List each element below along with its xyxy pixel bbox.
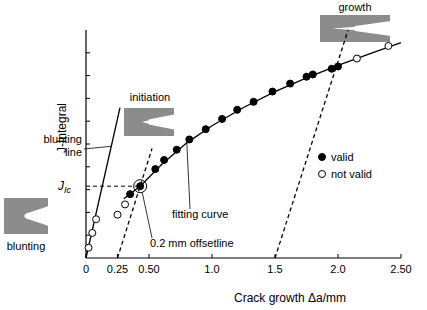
data-point — [287, 80, 294, 87]
x-tick — [401, 254, 402, 258]
data-point — [269, 88, 276, 95]
x-tick — [338, 254, 339, 258]
inset-label: initiation — [130, 91, 170, 103]
specimen-body — [320, 15, 390, 42]
plot-area — [85, 30, 401, 258]
series-line — [118, 149, 153, 258]
data-point — [219, 115, 226, 122]
jic-dashed-line — [86, 186, 140, 187]
blunting-inset — [4, 198, 49, 234]
data-point — [335, 63, 342, 70]
y-tick — [86, 52, 90, 53]
data-point — [114, 211, 121, 218]
specimen-crack — [142, 121, 148, 124]
callout-word: blunting — [43, 133, 82, 145]
series-line — [124, 43, 401, 199]
x-axis — [86, 257, 401, 258]
jic-sub: Ic — [64, 185, 72, 195]
data-point — [202, 126, 209, 133]
growth-inset — [320, 15, 391, 42]
specimen-crack — [332, 27, 354, 30]
x-tick — [149, 254, 150, 258]
data-point — [85, 244, 92, 251]
data-point — [122, 201, 129, 208]
data-point — [152, 166, 159, 173]
chart: 0 0.25 0.50 1.0 1.5 2.0 2.50 Crack growth Δa/mm… — [0, 0, 427, 310]
specimen-notch — [353, 21, 391, 36]
data-point — [234, 106, 241, 113]
legend-marker — [319, 171, 326, 178]
y-tick — [86, 121, 90, 122]
data-point — [309, 71, 316, 78]
inset-label: growth — [338, 1, 371, 13]
data-point — [93, 216, 100, 223]
callout-label: bluntingline — [43, 133, 82, 158]
data-point — [385, 42, 392, 49]
specimen-notch — [147, 114, 175, 130]
callout-leader — [84, 146, 111, 149]
y-tick — [86, 75, 90, 76]
legend-label: valid — [331, 151, 354, 163]
callout-word: line — [65, 146, 82, 158]
x-tick — [212, 254, 213, 258]
data-point — [161, 156, 168, 163]
x-tick-label: 0.25 — [107, 263, 128, 275]
data-point — [127, 191, 134, 198]
data-point — [250, 98, 257, 105]
x-axis-label: Crack growth Δa/mm — [234, 291, 346, 305]
jic-ring — [134, 180, 147, 193]
initiation-inset — [124, 108, 175, 136]
series-line — [275, 30, 348, 258]
jic-label: JIc — [57, 179, 72, 195]
y-tick — [86, 189, 90, 190]
x-tick-label: 1.5 — [267, 263, 282, 275]
specimen-body — [4, 198, 48, 234]
y-tick — [86, 98, 90, 99]
inset-label: blunting — [7, 240, 46, 252]
data-point — [173, 146, 180, 153]
data-point — [89, 229, 96, 236]
x-tick-label: 2.0 — [330, 263, 345, 275]
data-point — [186, 136, 193, 143]
series-line — [86, 108, 120, 258]
legend-label: not valid — [331, 168, 372, 180]
y-tick — [86, 144, 90, 145]
legend-marker — [319, 154, 326, 161]
y-tick — [86, 166, 90, 167]
x-tick-label: 0 — [83, 263, 89, 275]
callout-leader — [142, 192, 152, 238]
specimen-notch — [24, 206, 49, 226]
x-tick-label: 0.50 — [138, 263, 159, 275]
callout-label: 0.2 mm offsetline — [150, 237, 234, 249]
callout-leader — [187, 143, 190, 209]
callout-label: fitting curve — [172, 208, 228, 220]
specimen-body — [124, 108, 174, 136]
x-tick-label: 2.50 — [390, 263, 411, 275]
x-tick-label: 1.0 — [204, 263, 219, 275]
data-point — [353, 55, 360, 62]
y-tick — [86, 212, 90, 213]
